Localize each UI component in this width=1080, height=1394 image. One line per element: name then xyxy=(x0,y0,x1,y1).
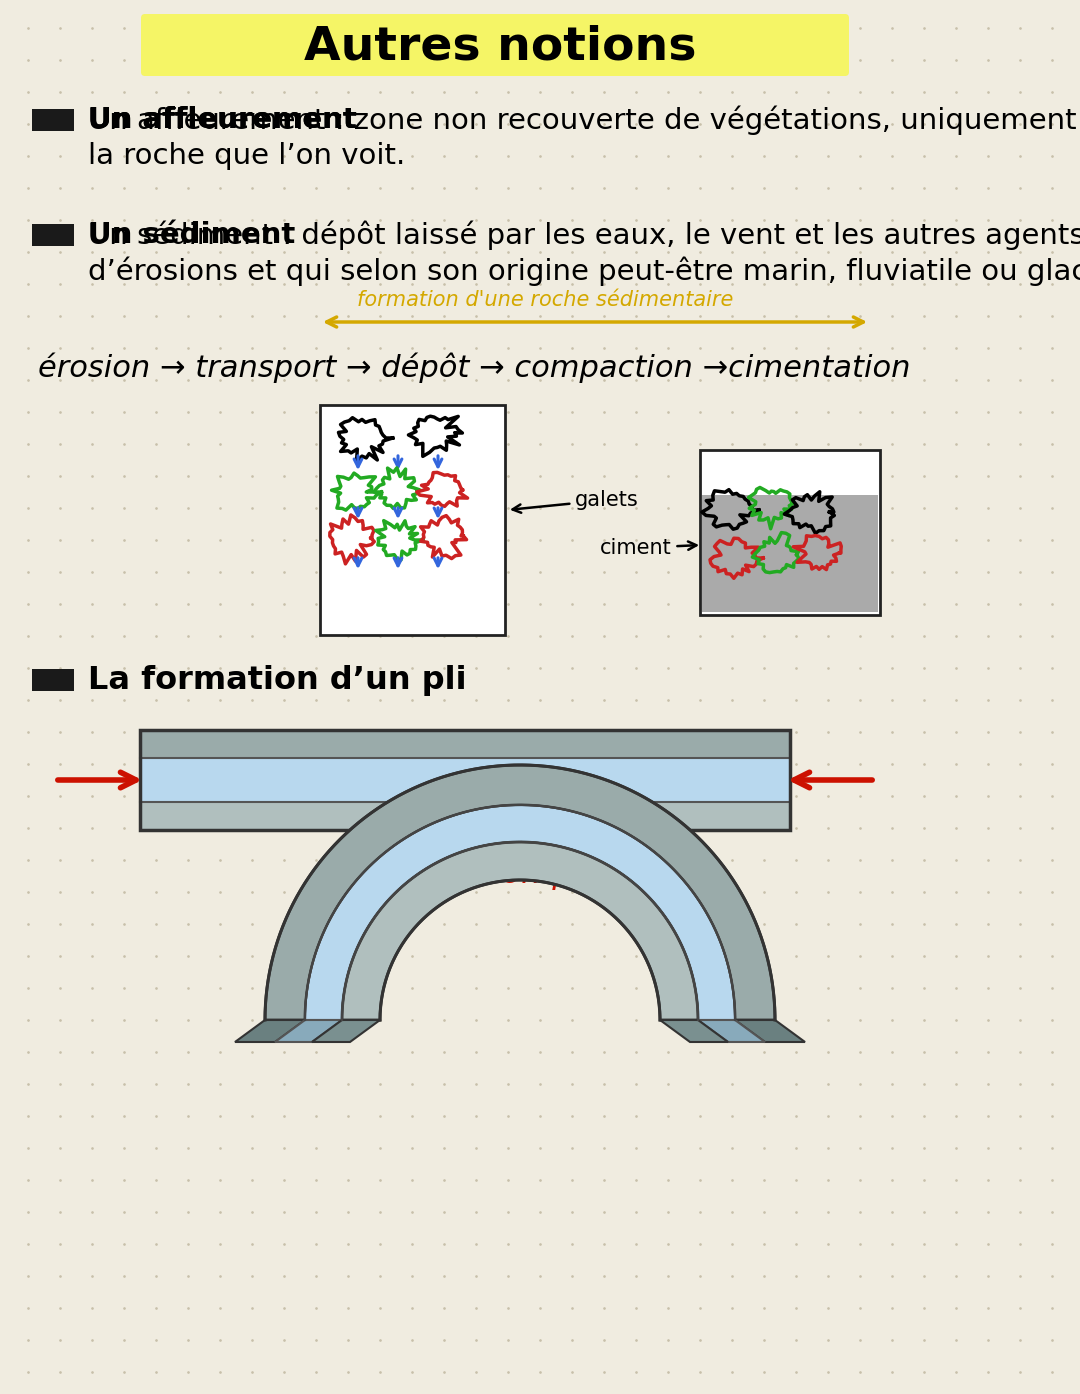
FancyBboxPatch shape xyxy=(140,758,789,802)
Text: d’érosions et qui selon son origine peut-être marin, fluviatile ou glacière.: d’érosions et qui selon son origine peut… xyxy=(87,256,1080,286)
FancyBboxPatch shape xyxy=(702,495,878,612)
Polygon shape xyxy=(265,765,775,1020)
Polygon shape xyxy=(342,842,698,1020)
Text: compression: compression xyxy=(485,859,689,889)
Text: Un affleurement: Un affleurement xyxy=(87,106,356,134)
Text: Autres notions: Autres notions xyxy=(303,25,697,70)
FancyBboxPatch shape xyxy=(140,730,789,758)
Polygon shape xyxy=(312,1020,380,1041)
Polygon shape xyxy=(275,1020,342,1041)
Text: Un sédiment: Un sédiment xyxy=(87,222,295,250)
FancyBboxPatch shape xyxy=(140,802,789,829)
FancyBboxPatch shape xyxy=(141,14,849,77)
Text: Un affleurement: Un affleurement xyxy=(87,106,356,134)
Text: Un sédiment : dépôt laissé par les eaux, le vent et les autres agents: Un sédiment : dépôt laissé par les eaux,… xyxy=(87,220,1080,250)
FancyBboxPatch shape xyxy=(700,450,880,615)
FancyBboxPatch shape xyxy=(32,109,75,131)
Polygon shape xyxy=(660,1020,728,1041)
Text: ciment: ciment xyxy=(600,538,697,558)
Polygon shape xyxy=(305,804,735,1020)
FancyBboxPatch shape xyxy=(32,669,75,691)
FancyBboxPatch shape xyxy=(32,224,75,245)
Text: La formation d’un pli: La formation d’un pli xyxy=(87,665,467,696)
Text: formation d'une roche sédimentaire: formation d'une roche sédimentaire xyxy=(356,290,733,309)
Text: la roche que l’on voit.: la roche que l’on voit. xyxy=(87,142,405,170)
Polygon shape xyxy=(698,1020,765,1041)
Text: Un affleurement : zone non recouverte de végétations, uniquement de: Un affleurement : zone non recouverte de… xyxy=(87,106,1080,135)
Polygon shape xyxy=(235,1020,305,1041)
Polygon shape xyxy=(735,1020,805,1041)
FancyBboxPatch shape xyxy=(320,406,505,636)
Text: galets: galets xyxy=(513,491,638,513)
Text: érosion → transport → dépôt → compaction →cimentation: érosion → transport → dépôt → compaction… xyxy=(38,353,910,383)
